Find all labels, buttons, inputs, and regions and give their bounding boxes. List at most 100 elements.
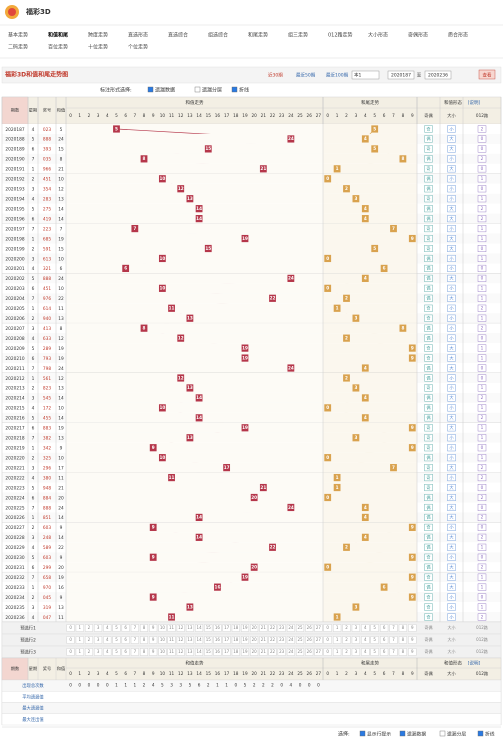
pick-number[interactable]: 3 [355,637,358,642]
pick-number[interactable]: 14 [197,649,203,654]
nav-tab[interactable]: 百位走势 [48,44,68,51]
pick-number[interactable]: 24 [288,625,294,630]
pick-number[interactable]: 9 [152,649,155,654]
pick-number[interactable]: 1 [336,625,339,630]
pick-number[interactable]: 11 [169,637,175,642]
range-link[interactable]: 最近50期 [296,72,316,79]
range-link[interactable]: 近30期 [268,72,283,79]
footer-option[interactable]: 显示行提示 [367,731,391,738]
pick-number[interactable]: 13 [187,637,193,642]
pick-number[interactable]: 22 [270,637,276,642]
nav-tab[interactable]: 奇偶形态 [408,32,428,39]
pick-number[interactable]: 1 [78,637,81,642]
pick-number[interactable]: 16 [215,637,221,642]
pick-number[interactable]: 2 [345,637,348,642]
pick-number[interactable]: 1 [336,637,339,642]
pick-number[interactable]: 4 [364,637,367,642]
pick-number[interactable]: 1 [336,649,339,654]
nav-tab[interactable]: 十位走势 [88,44,108,51]
pick-number[interactable]: 6 [124,649,127,654]
pick-number[interactable]: 2 [345,649,348,654]
pick-number[interactable]: 21 [261,625,267,630]
help-link[interactable]: [说明] [468,99,481,106]
nav-tab[interactable]: 和值和尾 [47,32,68,39]
pick-number[interactable]: 2 [88,637,91,642]
pick-number[interactable]: 5 [373,637,376,642]
nav-tab[interactable]: 个位走势 [128,44,148,51]
pick-number[interactable]: 23 [279,649,285,654]
pick-number[interactable]: 7 [134,649,137,654]
pick-number[interactable]: 7 [392,637,395,642]
footer-option[interactable]: 遗漏分层 [447,731,466,738]
pick-number[interactable]: 0 [326,649,329,654]
pick-number[interactable]: 8 [143,649,146,654]
pick-number[interactable]: 11 [169,649,175,654]
footer-option[interactable]: 遗漏数据 [407,731,426,738]
pick-number[interactable]: 19 [242,637,248,642]
to-input[interactable]: 2020236 [428,73,448,79]
pick-number[interactable]: 10 [160,625,166,630]
pick-number[interactable]: 0 [326,625,329,630]
pick-number[interactable]: 11 [169,625,175,630]
pick-number[interactable]: 4 [364,649,367,654]
pick-number[interactable]: 20 [252,625,258,630]
nav-tab[interactable]: 组三走势 [288,32,308,39]
pick-number[interactable]: 25 [298,649,304,654]
pick-number[interactable]: 25 [298,637,304,642]
nav-tab[interactable]: 组选综合 [208,32,228,39]
pick-number[interactable]: 20 [252,649,258,654]
pick-number[interactable]: 18 [233,649,239,654]
pick-number[interactable]: 3 [355,625,358,630]
pick-number[interactable]: 12 [178,625,184,630]
pick-form[interactable]: 奇偶 [425,636,433,642]
pick-form[interactable]: 大小 [448,624,456,630]
pick-number[interactable]: 7 [392,649,395,654]
pick-number[interactable]: 5 [373,649,376,654]
pick-number[interactable]: 2 [88,649,91,654]
pick-form[interactable]: 大小 [448,636,456,642]
pick-number[interactable]: 9 [152,625,155,630]
pick-number[interactable]: 4 [106,649,109,654]
pick-number[interactable]: 27 [316,625,322,630]
pick-number[interactable]: 14 [197,625,203,630]
pick-number[interactable]: 10 [160,649,166,654]
pick-number[interactable]: 14 [197,637,203,642]
pick-number[interactable]: 19 [242,649,248,654]
nav-tab[interactable]: 跨度走势 [88,32,108,39]
pick-number[interactable]: 9 [152,637,155,642]
nav-tab[interactable]: 质合形态 [448,32,468,39]
pick-form[interactable]: 012路 [476,624,488,630]
period-select[interactable]: 本1 [354,72,361,79]
range-link[interactable]: 最近100期 [326,72,349,79]
pick-number[interactable]: 16 [215,625,221,630]
pick-number[interactable]: 16 [215,649,221,654]
pick-number[interactable]: 22 [270,625,276,630]
pick-number[interactable]: 21 [261,637,267,642]
pick-number[interactable]: 9 [411,625,414,630]
option[interactable]: 遗漏分层 [202,87,222,94]
pick-number[interactable]: 21 [261,649,267,654]
pick-number[interactable]: 5 [115,625,118,630]
pick-number[interactable]: 10 [160,637,166,642]
pick-number[interactable]: 1 [78,649,81,654]
pick-form[interactable]: 大小 [448,648,456,654]
pick-number[interactable]: 3 [97,625,100,630]
pick-number[interactable]: 7 [134,637,137,642]
pick-number[interactable]: 6 [383,637,386,642]
pick-number[interactable]: 5 [115,649,118,654]
pick-number[interactable]: 9 [411,637,414,642]
pick-number[interactable]: 26 [307,649,313,654]
pick-number[interactable]: 2 [88,625,91,630]
pick-number[interactable]: 0 [69,649,72,654]
pick-number[interactable]: 18 [233,637,239,642]
pick-number[interactable]: 7 [392,625,395,630]
nav-tab[interactable]: 直选形态 [128,32,148,39]
nav-tab[interactable]: 和尾走势 [248,32,268,39]
pick-number[interactable]: 3 [355,649,358,654]
nav-tab[interactable]: 直选综合 [168,32,188,39]
pick-number[interactable]: 17 [224,625,230,630]
pick-number[interactable]: 17 [224,649,230,654]
pick-number[interactable]: 6 [124,625,127,630]
pick-number[interactable]: 0 [69,637,72,642]
help-link[interactable]: [说明] [468,660,481,667]
